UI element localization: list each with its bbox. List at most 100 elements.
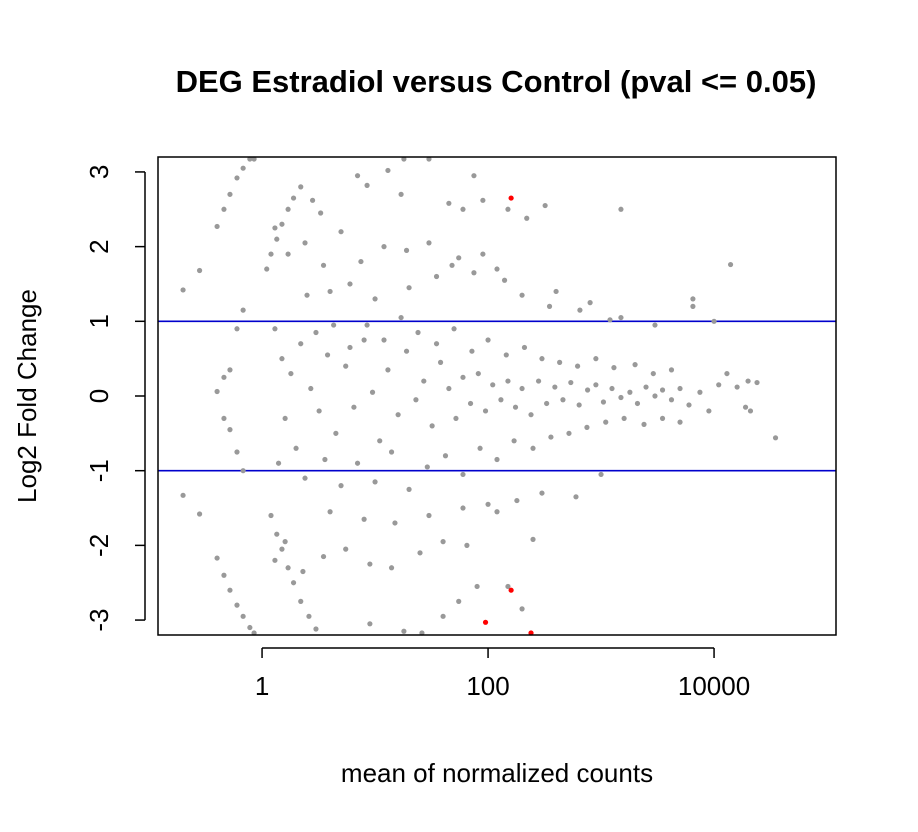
- gene-point: [494, 509, 500, 515]
- gene-point: [331, 322, 337, 328]
- gene-point: [392, 520, 398, 526]
- gene-point: [221, 206, 227, 212]
- gene-point: [659, 415, 666, 422]
- gene-point: [272, 326, 278, 332]
- gene-point: [593, 382, 599, 388]
- gene-point: [290, 580, 297, 586]
- gene-point: [398, 191, 404, 197]
- gene-point: [634, 400, 641, 407]
- gene-point: [734, 384, 740, 390]
- gene-point: [690, 303, 696, 309]
- gene-point: [417, 550, 423, 556]
- y-tick-label: 2: [84, 239, 114, 253]
- gene-point: [240, 307, 246, 313]
- gene-point: [196, 511, 203, 517]
- gene-point: [358, 258, 364, 265]
- gene-point: [338, 229, 344, 235]
- gene-point: [426, 512, 432, 519]
- gene-point: [494, 456, 500, 463]
- gene-point: [711, 318, 717, 324]
- gene-point: [234, 326, 240, 332]
- gene-point: [347, 281, 353, 287]
- gene-point: [240, 613, 246, 619]
- gene-point: [618, 394, 624, 401]
- gene-point: [568, 379, 574, 386]
- x-tick-label: 10000: [678, 671, 750, 701]
- gene-point: [668, 367, 675, 373]
- gene-point: [560, 397, 566, 403]
- gene-point: [309, 197, 316, 203]
- gene-point: [480, 251, 486, 257]
- gene-point: [587, 300, 593, 306]
- gene-point: [512, 404, 519, 410]
- gene-point: [247, 624, 253, 631]
- gene-point: [460, 471, 466, 478]
- gene-point: [343, 546, 349, 552]
- gene-point: [553, 288, 559, 295]
- gene-point: [406, 486, 412, 492]
- gene-point: [677, 419, 683, 425]
- gene-point: [324, 352, 331, 358]
- gene-point: [505, 378, 511, 384]
- gene-point: [227, 191, 233, 197]
- significant-gene-point: [508, 195, 514, 201]
- gene-point: [754, 379, 760, 386]
- gene-point: [618, 314, 624, 321]
- gene-point: [354, 460, 361, 466]
- gene-point: [747, 408, 754, 414]
- gene-point: [234, 175, 240, 181]
- gene-point: [298, 341, 304, 347]
- gene-point: [413, 397, 419, 403]
- gene-point: [268, 512, 274, 519]
- gene-point: [745, 378, 751, 384]
- gene-point: [264, 266, 270, 272]
- gene-point: [584, 424, 590, 430]
- gene-point: [234, 449, 240, 455]
- gene-point: [437, 359, 444, 365]
- gene-point: [327, 288, 333, 295]
- gene-point: [482, 408, 489, 414]
- gene-point: [196, 267, 203, 274]
- gene-point: [333, 430, 339, 436]
- gene-point: [552, 384, 558, 390]
- gene-point: [576, 402, 582, 408]
- gene-point: [652, 322, 658, 328]
- gene-point: [668, 397, 675, 403]
- gene-point: [451, 326, 457, 332]
- gene-point: [385, 367, 391, 373]
- gene-point: [398, 314, 404, 321]
- gene-point: [480, 197, 486, 203]
- gene-point: [316, 408, 322, 414]
- gene-point: [227, 427, 233, 433]
- plot-frame: [157, 156, 837, 636]
- gene-point: [519, 606, 525, 612]
- gene-point: [327, 509, 333, 515]
- gene-point: [433, 273, 440, 280]
- gene-point: [320, 262, 327, 268]
- gene-point: [727, 261, 734, 268]
- gene-point: [275, 460, 282, 466]
- gene-point: [214, 388, 220, 395]
- gene-point: [274, 531, 280, 537]
- gene-point: [598, 471, 604, 478]
- gene-point: [272, 225, 278, 231]
- x-axis: 1 100 10000: [255, 647, 750, 701]
- gene-point: [272, 557, 278, 563]
- gene-point: [548, 434, 554, 440]
- gene-point: [308, 385, 314, 392]
- gene-point: [279, 356, 285, 362]
- gene-point: [304, 292, 310, 298]
- gene-point: [505, 583, 511, 590]
- gene-point: [234, 602, 240, 608]
- gene-point: [369, 389, 376, 395]
- gene-point: [494, 266, 500, 272]
- gene-point: [403, 247, 410, 253]
- gene-point: [650, 370, 656, 377]
- gene-point: [364, 182, 370, 188]
- gene-point: [659, 387, 666, 393]
- gene-point: [227, 367, 233, 373]
- gene-point: [449, 262, 455, 268]
- gene-point: [347, 344, 353, 351]
- gene-point: [338, 483, 344, 489]
- gene-point: [460, 374, 466, 380]
